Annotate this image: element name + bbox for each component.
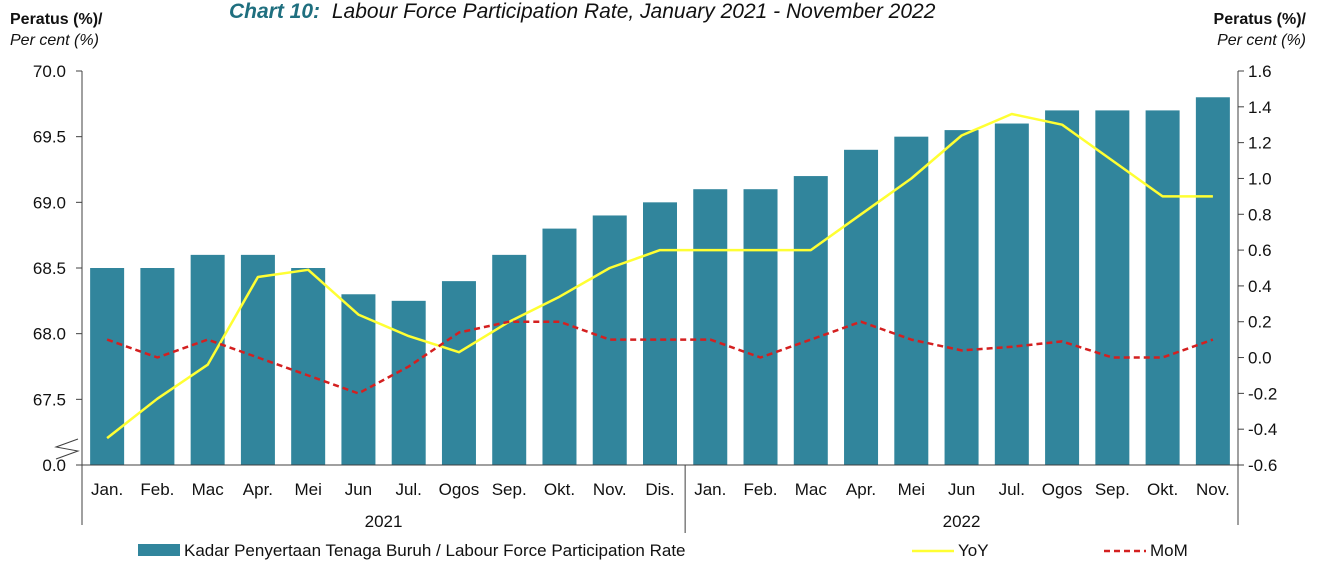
x-tick-label: Feb. <box>140 480 174 499</box>
bar-6 <box>391 300 426 465</box>
right-tick-label: 0.6 <box>1248 241 1272 260</box>
year-label: 2021 <box>365 512 403 531</box>
legend-label-yoy: YoY <box>958 541 989 560</box>
x-tick-label: Apr. <box>243 480 273 499</box>
bar-13 <box>743 189 778 465</box>
bar-5 <box>341 294 376 465</box>
x-tick-label: Apr. <box>846 480 876 499</box>
left-tick-label: 69.0 <box>33 193 66 212</box>
right-tick-label: 0.4 <box>1248 277 1272 296</box>
right-axis-unit-english: Per cent (%) <box>1217 32 1306 49</box>
bar-7 <box>441 281 476 465</box>
legend-label-lfpr: Kadar Penyertaan Tenaga Buruh / Labour F… <box>184 541 686 560</box>
bar-14 <box>793 176 828 466</box>
bar-8 <box>492 254 527 465</box>
left-axis-unit-english: Per cent (%) <box>10 32 99 49</box>
left-tick-label: 67.5 <box>33 390 66 409</box>
x-tick-label: Dis. <box>645 480 674 499</box>
bar-1 <box>140 268 175 465</box>
x-tick-label: Mac <box>192 480 225 499</box>
x-tick-label: Okt. <box>544 480 575 499</box>
bar-9 <box>542 228 577 465</box>
bar-11 <box>643 202 677 466</box>
bar-4 <box>291 268 326 465</box>
bar-21 <box>1145 110 1180 466</box>
bar-2 <box>190 254 225 465</box>
x-tick-label: Nov. <box>1196 480 1230 499</box>
x-tick-label: Ogos <box>439 480 480 499</box>
x-tick-label: Feb. <box>744 480 778 499</box>
left-tick-label: 70.0 <box>33 62 66 81</box>
left-tick-label: 0.0 <box>42 456 66 475</box>
bar-series <box>90 97 1230 466</box>
right-tick-label: 1.0 <box>1248 169 1272 188</box>
x-tick-label: Sep. <box>1095 480 1130 499</box>
right-tick-label: 1.2 <box>1248 134 1272 153</box>
x-tick-label: Mei <box>898 480 925 499</box>
axis-break-icon <box>54 438 80 460</box>
x-tick-label: Jun <box>948 480 975 499</box>
x-axis-labels: Jan. Feb. Mac Apr. Mei Jun Jul. Ogos Sep. Okt. Nov… <box>91 465 1230 533</box>
bar-19 <box>1045 110 1080 466</box>
chart-title-text: Labour Force Participation Rate, January… <box>332 0 936 23</box>
x-tick-label: Sep. <box>492 480 527 499</box>
x-tick-label: Nov. <box>593 480 627 499</box>
chart-title: Chart 10: Labour Force Participation Rat… <box>229 0 936 23</box>
line-series <box>106 112 1214 440</box>
line-mom <box>106 320 1214 395</box>
right-tick-label: 0.8 <box>1248 205 1272 224</box>
bar-17 <box>944 130 979 465</box>
legend-swatch-lfpr <box>138 544 180 556</box>
x-tick-label: Mei <box>294 480 321 499</box>
bar-16 <box>894 136 929 465</box>
right-tick-label: 0.2 <box>1248 313 1272 332</box>
x-tick-label: Ogos <box>1042 480 1083 499</box>
x-tick-label: Jan. <box>91 480 123 499</box>
x-tick-label: Jun <box>345 480 372 499</box>
x-tick-label: Mac <box>795 480 828 499</box>
right-tick-label: 1.6 <box>1248 62 1272 81</box>
legend-label-mom: MoM <box>1150 541 1188 560</box>
left-tick-label: 69.5 <box>33 128 66 147</box>
right-tick-label: 0.0 <box>1248 349 1272 368</box>
legend: Kadar Penyertaan Tenaga Buruh / Labour F… <box>138 541 1188 560</box>
right-tick-label: -0.6 <box>1248 456 1277 475</box>
bar-12 <box>693 189 728 465</box>
right-tick-label: -0.4 <box>1248 420 1277 439</box>
bar-20 <box>1095 110 1130 466</box>
left-tick-label: 68.0 <box>33 325 66 344</box>
chart-title-lead: Chart 10: <box>229 0 320 23</box>
x-tick-label: Okt. <box>1147 480 1178 499</box>
left-axis-unit-malay: Peratus (%)/ <box>10 11 103 28</box>
x-tick-label: Jan. <box>694 480 726 499</box>
x-tick-label: Jul. <box>395 480 421 499</box>
bar-22 <box>1195 97 1230 466</box>
bar-0 <box>90 268 125 465</box>
line-yoy <box>106 112 1213 440</box>
left-tick-label: 68.5 <box>33 259 66 278</box>
right-tick-label: -0.2 <box>1248 384 1277 403</box>
x-tick-label: Jul. <box>999 480 1025 499</box>
year-label: 2022 <box>943 512 981 531</box>
right-tick-label: 1.4 <box>1248 98 1272 117</box>
bar-3 <box>240 254 275 465</box>
right-axis-unit-malay: Peratus (%)/ <box>1214 11 1307 28</box>
bar-15 <box>844 149 879 466</box>
bar-18 <box>994 123 1029 466</box>
axes: 0.0 67.5 68.0 68.5 69.0 69.5 70.0 -0.6 -0.4 -0.2 0… <box>33 62 1277 525</box>
